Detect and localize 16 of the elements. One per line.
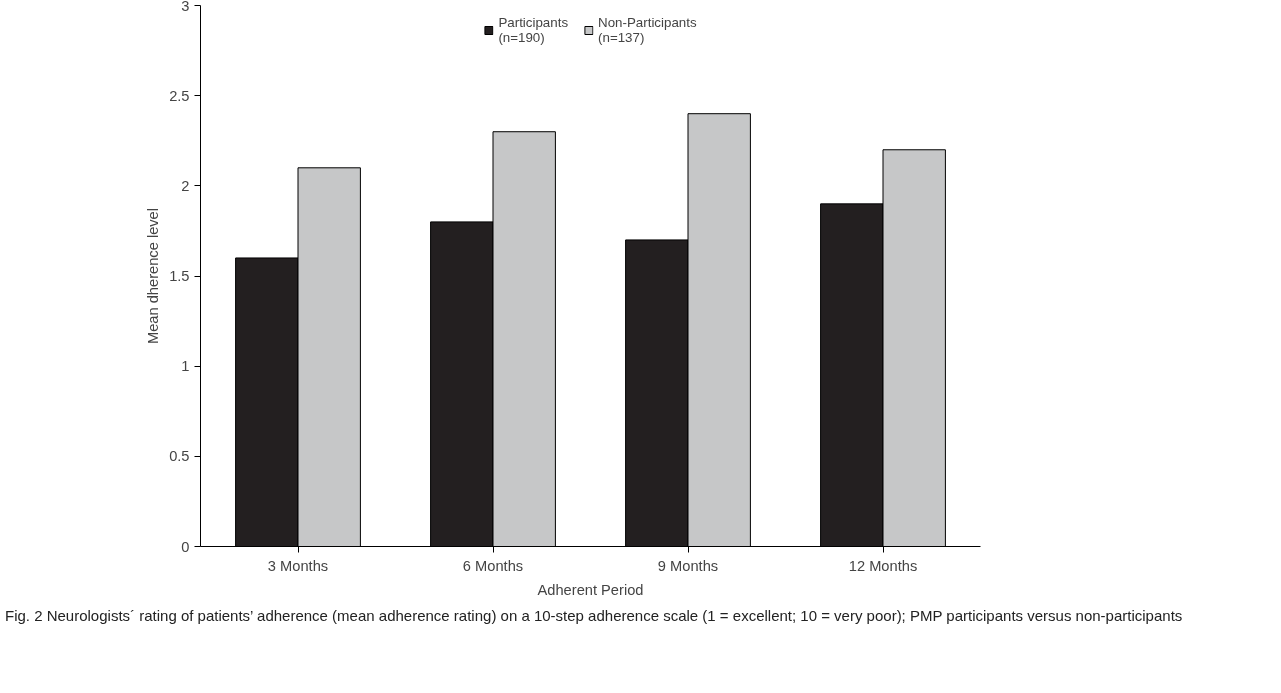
x-tick-label: 9 Months (657, 557, 719, 574)
y-axis-title: Mean dherence level (145, 207, 162, 345)
x-tick-label: 3 Months (267, 557, 329, 574)
y-tick-label: 0.5 (169, 448, 190, 465)
y-tick-label: 1.5 (169, 268, 190, 284)
y-tick-label: 0 (181, 538, 190, 555)
legend-label: Non-Participants (n=137) (598, 15, 697, 45)
x-tick-label: 12 Months (848, 557, 918, 574)
caption: Fig. 2 Neurologists´ rating of patients’ adherence (mean adherence rating) on a 10-step adherence scale (1 = excellent; 10 = very poor); PMP participants versus non-participants (5, 606, 1183, 626)
y-tick-label: 3 (181, 0, 190, 14)
y-tick-label: 2 (181, 177, 190, 194)
x-tick-label: 6 Months (462, 557, 524, 574)
x-axis-title: Adherent Period (537, 581, 644, 598)
legend-label: Participants (n=190) (498, 15, 569, 45)
y-tick-label: 2.5 (169, 87, 190, 104)
y-tick-label: 1 (181, 358, 190, 375)
